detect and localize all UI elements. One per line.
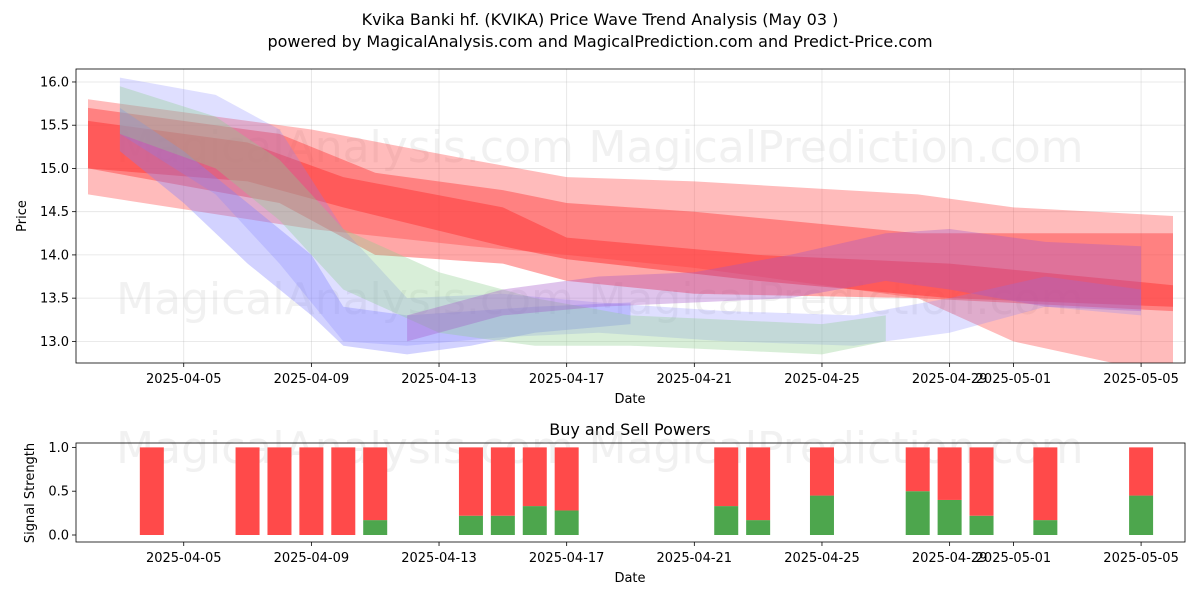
sell-bar xyxy=(937,447,962,500)
watermark-analysis-mid: MagicalAnalysis.com xyxy=(116,274,574,325)
signal-plot-area xyxy=(76,443,1185,542)
price-band-green-5 xyxy=(119,86,886,355)
signal-x-tick-label: 2025-05-01 xyxy=(976,551,1052,566)
signal-y-axis-label: Signal Strength xyxy=(23,443,38,543)
chart-subtitle: powered by MagicalAnalysis.com and Magic… xyxy=(267,32,932,51)
buy-bar xyxy=(1129,495,1154,535)
buy-bar xyxy=(969,515,994,535)
sell-bar xyxy=(969,447,994,516)
sell-bar xyxy=(809,447,834,496)
price-x-tick-label: 2025-04-25 xyxy=(784,372,860,387)
price-plot-frame xyxy=(75,68,1186,364)
sell-bar xyxy=(522,447,547,507)
sell-bar xyxy=(714,447,739,507)
price-x-tick-label: 2025-04-05 xyxy=(146,372,222,387)
signal-y-tick-label: 1.0 xyxy=(48,441,69,456)
signal-panel: Buy and Sell Powers MagicalAnalysis.com … xyxy=(23,420,1186,586)
watermark-prediction-bottom: MagicalPrediction.com xyxy=(589,423,1084,474)
price-band-red-2 xyxy=(88,120,1173,307)
price-y-tick-label: 13.5 xyxy=(40,292,69,307)
sell-bar xyxy=(267,447,292,535)
price-x-tick-label: 2025-04-09 xyxy=(274,372,350,387)
signal-title: Buy and Sell Powers xyxy=(549,420,711,439)
signal-x-tick-label: 2025-04-21 xyxy=(657,551,733,566)
buy-bar xyxy=(905,491,930,535)
sell-bar xyxy=(554,447,579,511)
price-x-tick-label: 2025-04-13 xyxy=(401,372,477,387)
sell-bar xyxy=(235,447,260,535)
price-x-tick-label: 2025-05-01 xyxy=(976,372,1052,387)
price-y-tick-label: 14.0 xyxy=(40,248,69,263)
sell-bar xyxy=(299,447,324,535)
price-y-tick-label: 16.0 xyxy=(40,75,69,90)
price-y-tick-label: 15.5 xyxy=(40,119,69,134)
signal-x-ticks: 2025-04-05 2025-04-09 2025-04-13 2025-04-17… xyxy=(146,542,1179,566)
price-band-purple-6 xyxy=(407,229,1142,342)
chart-title: Kvika Banki hf. (KVIKA) Price Wave Trend… xyxy=(362,10,839,29)
price-bands xyxy=(88,77,1173,363)
sell-bar xyxy=(331,447,356,535)
price-wave-panel: MagicalAnalysis.com MagicalPrediction.co… xyxy=(15,68,1186,407)
buy-bar xyxy=(809,495,834,535)
signal-x-tick-label: 2025-04-13 xyxy=(401,551,477,566)
sell-bar xyxy=(1033,447,1058,521)
signal-x-tick-label: 2025-04-29 xyxy=(912,551,988,566)
watermark-prediction-top: MagicalPrediction.com xyxy=(589,122,1084,173)
buy-bar xyxy=(490,515,515,535)
price-y-tick-label: 14.5 xyxy=(40,205,69,220)
price-y-tick-label: 15.0 xyxy=(40,162,69,177)
buy-bar xyxy=(746,520,771,535)
price-band-layer xyxy=(88,77,1173,363)
sell-bar xyxy=(490,447,515,516)
signal-x-tick-label: 2025-05-05 xyxy=(1103,551,1179,566)
buy-bar xyxy=(363,520,388,535)
signal-x-tick-label: 2025-04-05 xyxy=(146,551,222,566)
price-x-ticks: 2025-04-05 2025-04-09 2025-04-13 2025-04-17… xyxy=(146,363,1179,387)
signal-y-tick-label: 0.5 xyxy=(48,485,69,500)
sell-bar xyxy=(746,447,771,521)
signal-x-tick-label: 2025-04-25 xyxy=(784,551,860,566)
buy-bar xyxy=(714,506,739,535)
signal-x-tick-label: 2025-04-17 xyxy=(529,551,605,566)
price-plot-area xyxy=(76,69,1185,363)
signal-plot-frame xyxy=(75,442,1186,543)
price-band-red-1 xyxy=(88,107,1173,312)
price-band-red-0 xyxy=(88,99,1173,363)
buy-bar xyxy=(1033,520,1058,535)
price-y-tick-label: 13.0 xyxy=(40,335,69,350)
price-x-axis-label: Date xyxy=(614,392,645,407)
buy-bar xyxy=(554,510,579,535)
sell-bar xyxy=(905,447,930,492)
sell-bar xyxy=(458,447,483,516)
price-y-ticks: 13.0 13.5 14.0 14.5 15.0 15.5 16.0 xyxy=(40,75,76,350)
signal-x-axis-label: Date xyxy=(614,571,645,586)
sell-bar xyxy=(139,447,164,535)
price-x-tick-label: 2025-05-05 xyxy=(1103,372,1179,387)
buy-bar xyxy=(458,515,483,535)
signal-y-tick-label: 0.0 xyxy=(48,529,69,544)
sell-bar xyxy=(363,447,388,521)
sell-bar xyxy=(1129,447,1154,496)
signal-y-ticks: 0.0 0.5 1.0 xyxy=(48,441,76,544)
price-band-blue-3 xyxy=(119,77,1142,346)
buy-bar xyxy=(522,506,547,535)
signal-x-tick-label: 2025-04-09 xyxy=(274,551,350,566)
price-y-axis-label: Price xyxy=(15,200,30,232)
price-x-tick-label: 2025-04-21 xyxy=(657,372,733,387)
price-x-tick-label: 2025-04-17 xyxy=(529,372,605,387)
signal-bars xyxy=(139,447,1154,535)
buy-bar xyxy=(937,499,962,535)
price-x-tick-label: 2025-04-29 xyxy=(912,372,988,387)
price-band-blue-4 xyxy=(119,107,631,355)
